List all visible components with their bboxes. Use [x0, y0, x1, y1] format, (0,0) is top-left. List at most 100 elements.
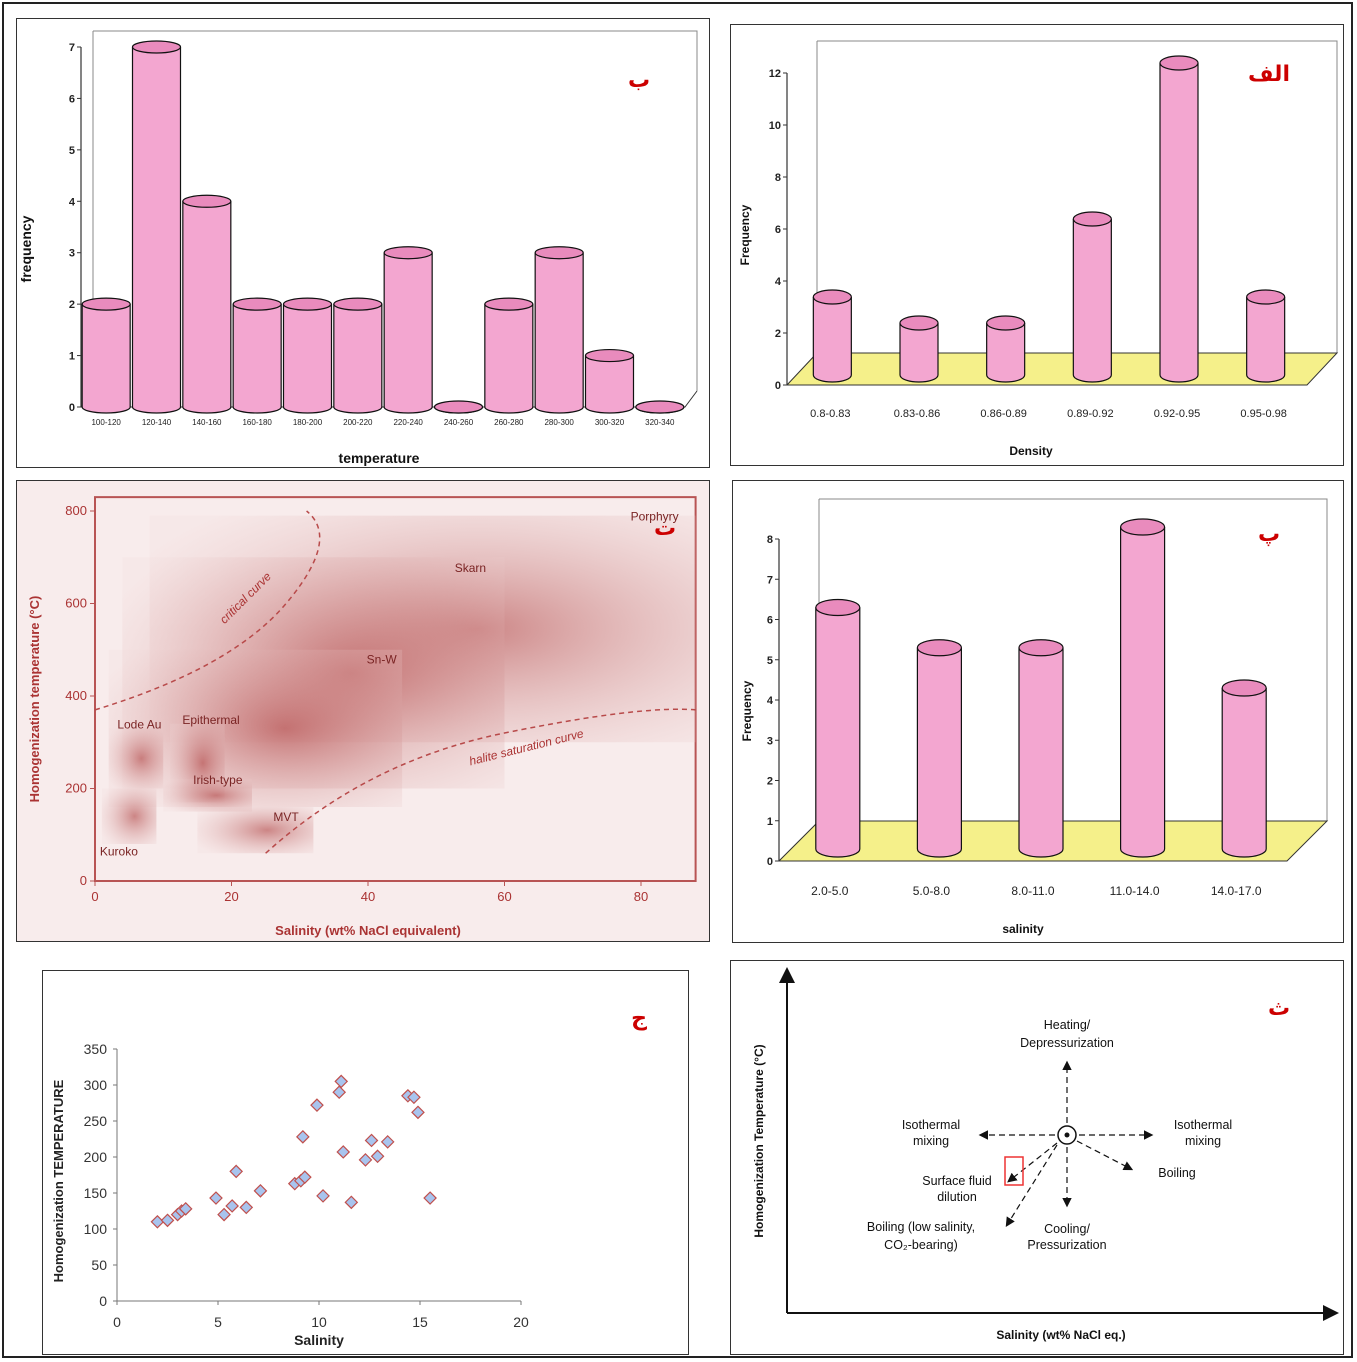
field-label: Porphyry	[631, 509, 679, 523]
y-tick-label: 800	[65, 503, 87, 518]
bar	[584, 355, 635, 414]
bar	[333, 304, 383, 414]
x-tick-label: 0	[113, 1314, 121, 1330]
bar-top	[812, 289, 852, 305]
bar-top	[131, 40, 182, 54]
x-tick-label: 280-300	[544, 418, 574, 427]
data-point	[239, 1200, 254, 1215]
bar	[815, 607, 861, 858]
x-tick-label: 10	[311, 1314, 327, 1330]
y-tick-label: 350	[84, 1041, 108, 1057]
panel-fluid-evolution: Salinity (wt% NaCl eq.) Homogenization Te…	[730, 960, 1344, 1355]
surface-label: dilution	[937, 1190, 977, 1204]
bar	[81, 304, 131, 414]
data-point	[336, 1145, 351, 1159]
x-tick-label: 0.86-0.89	[980, 408, 1026, 420]
bar	[131, 47, 182, 414]
panel-scatter: 0 50 100 150 200 250 300 350 0 5 10 15 20 Salinity Hom…	[42, 970, 689, 1355]
x-tick-label: 20	[224, 889, 238, 904]
highlight-box	[1004, 1156, 1024, 1186]
y-tick-label: 50	[91, 1257, 107, 1273]
x-axis-label: temperature	[339, 450, 420, 466]
iso-right-label: Isothermal	[1174, 1118, 1232, 1132]
x-axis-label: Salinity (wt% NaCl eq.)	[996, 1328, 1125, 1342]
surface-label: Surface fluid	[922, 1174, 992, 1188]
x-tick-label: 0.8-0.83	[810, 408, 850, 420]
data-point	[411, 1105, 425, 1120]
y-tick-label: 200	[65, 781, 87, 796]
y-axis-label: Frequency	[738, 204, 752, 265]
x-tick-label: 15	[412, 1314, 428, 1330]
x-tick-label: 5	[214, 1314, 222, 1330]
x-tick-label: 8.0-11.0	[1011, 884, 1054, 898]
y-tick-label: 0	[99, 1293, 107, 1309]
data-point	[209, 1191, 223, 1205]
bar-top	[1072, 211, 1112, 227]
deposit-field	[101, 788, 157, 844]
bar-top	[484, 297, 534, 311]
x-tick-label: 5.0-8.0	[913, 884, 951, 898]
x-axis-label: Density	[1009, 444, 1053, 458]
bar	[899, 323, 939, 383]
y-tick-label: 8	[775, 172, 781, 184]
bar-top	[282, 297, 333, 311]
bar	[812, 297, 852, 383]
bar-top	[986, 315, 1026, 331]
x-tick-label: 11.0-14.0	[1110, 884, 1160, 898]
panel-temperature-histogram: 0 1 2 3 4 5 6 7 100-120 120-140 140-160 160-180 180-…	[16, 18, 710, 468]
bar	[1072, 219, 1112, 383]
data-point	[332, 1085, 347, 1100]
bar-top	[584, 348, 635, 363]
data-point	[370, 1149, 385, 1164]
data-point	[229, 1164, 244, 1179]
bar-top	[383, 246, 433, 260]
y-tick-label: 0	[775, 380, 781, 392]
bar	[1159, 63, 1199, 383]
panel-tag: ث	[1268, 996, 1290, 1021]
boiling-arrow	[1076, 1140, 1134, 1171]
bar	[383, 252, 433, 414]
x-axis-label: Salinity (wt% NaCl equivalent)	[275, 923, 461, 938]
bar-top	[1018, 639, 1064, 657]
chart-floor-edge	[81, 390, 698, 408]
y-axis-label: Homogenization TEMPERATURE	[51, 1079, 66, 1282]
x-tick-label: 14.0-17.0	[1211, 884, 1262, 898]
data-point	[316, 1189, 330, 1203]
panel-density-histogram: 0 2 4 6 8 10 12 0.8-0.83 0.83-0.86 0.86-0.89 0.89-…	[730, 24, 1344, 466]
panel-tag: پ	[1258, 522, 1280, 547]
y-tick-label: 0	[69, 402, 75, 414]
salinity-temperature-scatter: 0 50 100 150 200 250 300 350 0 5 10 15 20 Salinity Hom…	[51, 1006, 647, 1348]
bar	[1120, 527, 1166, 858]
data-point	[295, 1129, 310, 1144]
data-point	[225, 1199, 239, 1213]
y-tick-label: 6	[775, 224, 781, 236]
y-tick-label: 250	[84, 1113, 108, 1129]
boiling-low-label: CO₂-bearing)	[884, 1238, 958, 1252]
bar-top	[1246, 289, 1286, 305]
bar-top	[1120, 518, 1166, 536]
x-tick-label: 60	[497, 889, 511, 904]
temperature-histogram-chart: 0 1 2 3 4 5 6 7 100-120 120-140 140-160 160-180 180-…	[18, 30, 698, 466]
y-tick-label: 400	[65, 688, 87, 703]
bar-top	[899, 315, 939, 331]
y-tick-label: 10	[769, 120, 781, 132]
data-point	[217, 1207, 231, 1222]
x-tick-label: 180-200	[293, 418, 323, 427]
y-tick-label: 150	[84, 1185, 108, 1201]
iso-left-label: Isothermal	[902, 1118, 960, 1132]
data-point	[358, 1153, 373, 1167]
bar-top	[534, 246, 584, 260]
y-tick-label: 12	[769, 68, 781, 80]
y-tick-label: 2	[69, 299, 75, 311]
data-point	[364, 1133, 379, 1148]
data-point	[178, 1201, 193, 1216]
x-tick-label: 140-160	[192, 418, 222, 427]
data-point	[150, 1214, 165, 1229]
bar-top	[1159, 55, 1199, 71]
surface-dilution-arrow	[1007, 1142, 1058, 1183]
bar	[1246, 297, 1286, 383]
bar	[534, 252, 584, 414]
field-label: Skarn	[455, 561, 486, 575]
data-point	[253, 1183, 268, 1198]
